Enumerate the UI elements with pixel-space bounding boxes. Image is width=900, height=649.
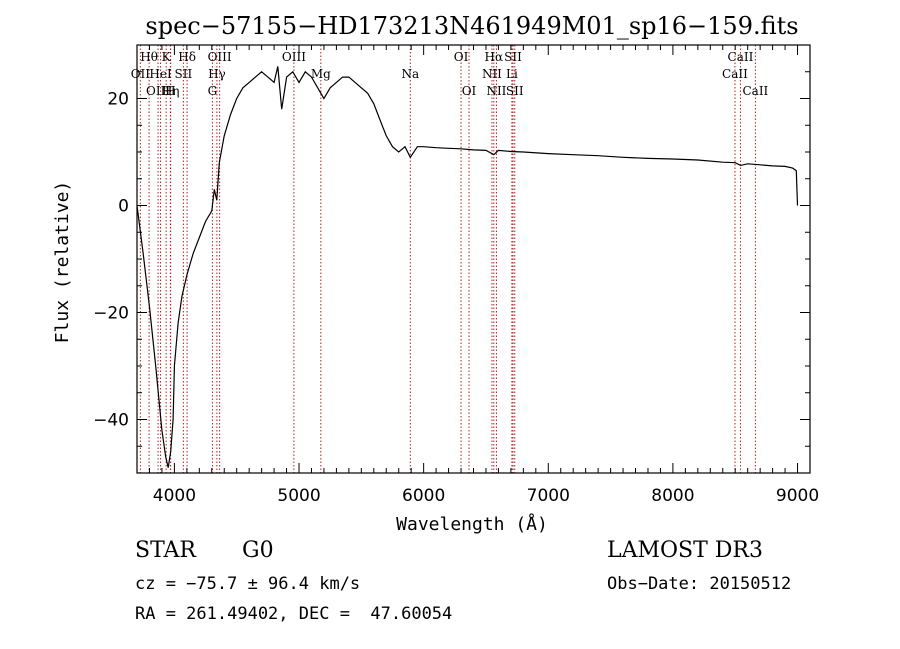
observation-date: Obs−Date: 20150512 bbox=[607, 574, 792, 594]
chart-title: spec−57155−HD173213N461949M01_sp16−159.f… bbox=[145, 12, 798, 40]
line-label-8: SII bbox=[175, 67, 193, 81]
line-label-24: CaII bbox=[722, 67, 748, 81]
line-label-15: OI bbox=[454, 50, 469, 64]
x-tick-label-4: 8000 bbox=[651, 486, 694, 506]
line-label-21: Li bbox=[506, 67, 518, 81]
line-label-13: Mg bbox=[311, 67, 331, 81]
line-label-12: OIII bbox=[282, 50, 306, 64]
line-label-19: NII bbox=[486, 84, 506, 98]
y-tick-label-3: 20 bbox=[107, 90, 129, 110]
line-label-1: OII bbox=[131, 67, 151, 81]
spectral-line-markers bbox=[139, 45, 756, 473]
line-label-14: Na bbox=[401, 67, 419, 81]
line-label-23: CaII bbox=[728, 50, 754, 64]
line-label-22: SII bbox=[506, 84, 524, 98]
line-label-6: H bbox=[165, 84, 175, 98]
line-label-3: HeI bbox=[149, 67, 172, 81]
y-tick-label-1: −20 bbox=[93, 304, 129, 324]
x-axis-label: Wavelength (Å) bbox=[396, 513, 548, 535]
y-tick-label-0: −40 bbox=[93, 411, 129, 431]
line-label-4: K bbox=[162, 50, 172, 64]
x-tick-label-0: 4000 bbox=[153, 486, 196, 506]
spectral-line-labels: Hθ OII OIII HeI K HηH Hδ SII OIII Hγ G OIII Mg Na OI OI… bbox=[131, 50, 769, 98]
line-label-0: Hθ bbox=[140, 50, 158, 64]
line-label-10: Hγ bbox=[208, 67, 226, 81]
line-label-2: OIII bbox=[146, 84, 170, 98]
plot-frame bbox=[136, 44, 811, 474]
x-tick-label-5: 9000 bbox=[776, 486, 819, 506]
object-class: STAR bbox=[135, 538, 196, 563]
line-label-16: OI bbox=[462, 84, 477, 98]
line-label-18: NII bbox=[482, 67, 502, 81]
line-label-9: OIII bbox=[208, 50, 232, 64]
line-label-17: Hα bbox=[485, 50, 504, 64]
x-axis: 4000 5000 6000 7000 8000 9000 bbox=[136, 45, 819, 506]
line-label-20: SII bbox=[504, 50, 522, 64]
coordinates-readout: RA = 261.49402, DEC = 47.60054 bbox=[135, 604, 453, 624]
y-axis: −40 −20 0 20 bbox=[93, 44, 810, 474]
subclass: G0 bbox=[242, 538, 274, 563]
redshift-readout: cz = −75.7 ± 96.4 km/s bbox=[135, 574, 361, 594]
x-tick-label-2: 6000 bbox=[402, 486, 445, 506]
x-tick-label-3: 7000 bbox=[527, 486, 570, 506]
line-label-5: Hη bbox=[162, 84, 180, 98]
x-tick-label-1: 5000 bbox=[277, 486, 320, 506]
spectrum-line bbox=[136, 66, 799, 468]
survey-name: LAMOST DR3 bbox=[607, 538, 763, 563]
line-label-7: Hδ bbox=[178, 50, 196, 64]
y-axis-label: Flux (relative) bbox=[52, 181, 73, 344]
y-tick-label-2: 0 bbox=[118, 197, 129, 217]
line-label-25: CaII bbox=[742, 84, 768, 98]
line-label-11: G bbox=[208, 84, 218, 98]
